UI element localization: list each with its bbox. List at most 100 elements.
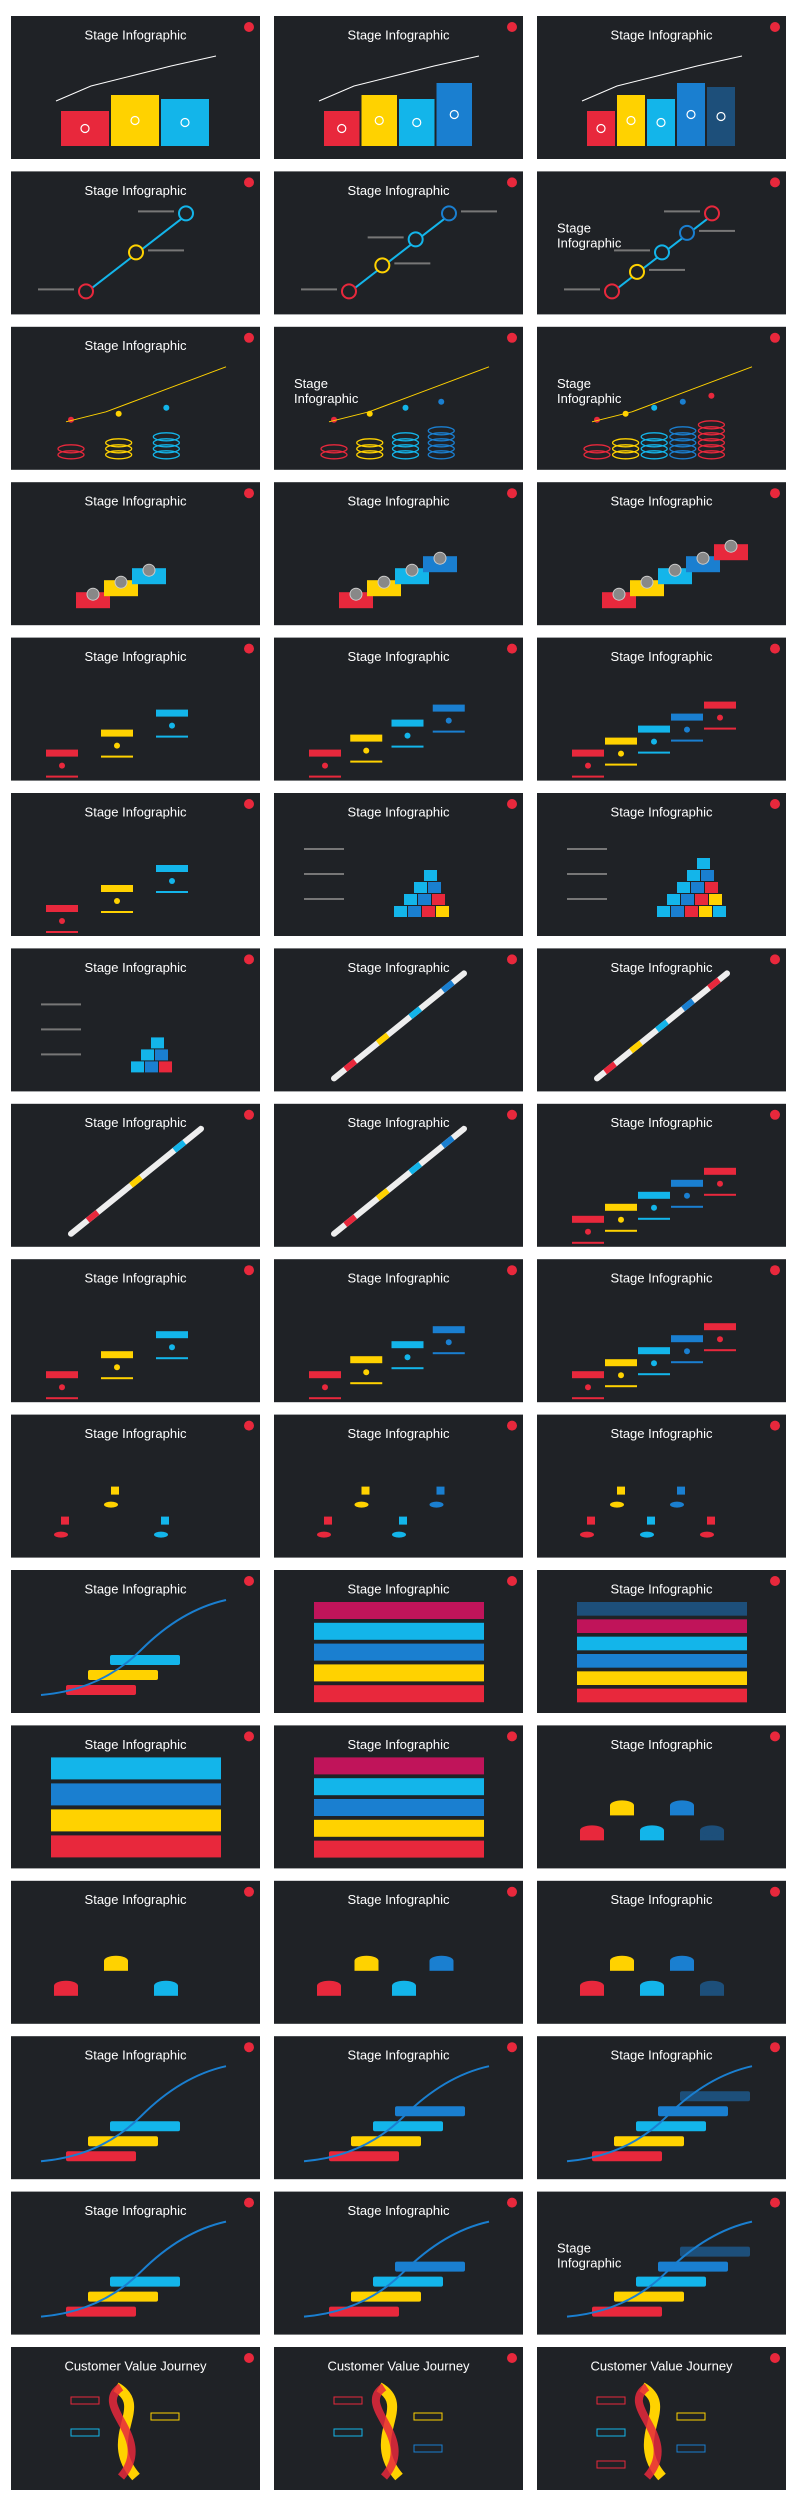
pyramid-block (681, 894, 694, 905)
pyramid-block (436, 906, 449, 917)
coin (57, 444, 85, 454)
stage-tab (46, 905, 78, 912)
stage-node (604, 283, 620, 300)
stage-icon (404, 1354, 411, 1361)
coin (669, 438, 697, 448)
disk-top (54, 1980, 78, 1991)
stage-icon (59, 1384, 65, 1391)
stage-underline (671, 739, 703, 742)
coin (640, 438, 668, 448)
text-line (567, 848, 607, 850)
arrow-curve (303, 2220, 490, 2318)
stage-underline (638, 1373, 670, 1376)
slide-background (11, 1414, 260, 1558)
slide-background (274, 1103, 523, 1247)
stage-node (349, 587, 363, 601)
slide: Stage Infographic (11, 1414, 260, 1558)
text-line (304, 848, 344, 850)
slide-title: Stage Infographic (348, 1892, 450, 1907)
slide-title: Stage Infographic (348, 2048, 450, 2063)
slide-title: Stage Infographic (611, 494, 713, 509)
slide-title: Stage Infographic (348, 27, 450, 42)
stage-underline (101, 755, 133, 758)
stage-icon (445, 1339, 452, 1346)
logo (507, 332, 517, 343)
list-bar (314, 1685, 484, 1703)
journey-label (596, 2428, 626, 2437)
slide: Customer Value Journey (11, 2347, 260, 2490)
stage-icon (716, 111, 726, 122)
slide-title: Stage Infographic (348, 1115, 450, 1130)
text-line (567, 873, 607, 875)
logo (770, 1576, 780, 1586)
stage-bar (677, 83, 705, 146)
journey-label (413, 2412, 443, 2421)
stage-icon (618, 1216, 624, 1223)
slide: Stage Infographic (537, 1725, 786, 1869)
slide-title: Stage Infographic (348, 183, 450, 198)
slide: Stage Infographic (537, 948, 786, 1092)
bar-segment (85, 1209, 100, 1223)
pyramid-block (394, 906, 407, 917)
stage-tab (101, 1351, 133, 1359)
logo (770, 177, 780, 188)
coin (105, 444, 133, 454)
stair-bar (110, 2276, 180, 2287)
bar-segment (408, 1006, 423, 1020)
slide-background (274, 948, 523, 1092)
logo (244, 1576, 254, 1586)
coin (320, 450, 348, 460)
trend-line (318, 55, 480, 102)
pyramid-block (424, 870, 437, 881)
logo (507, 1886, 517, 1897)
stair-bar (110, 2121, 180, 2132)
slide-background (274, 482, 523, 626)
journey-label (676, 2412, 706, 2421)
stage-underline (156, 891, 188, 893)
stair-bar (636, 2121, 706, 2132)
text-line (41, 1053, 81, 1056)
stage-underline (432, 1352, 465, 1355)
list-bar (314, 1799, 484, 1816)
trend-line (581, 55, 743, 102)
slide-title-word: Stage (294, 376, 328, 391)
slide: Stage Infographic (537, 1414, 786, 1558)
slide-title: Stage Infographic (85, 27, 187, 42)
pyramid-block (709, 894, 722, 905)
flag (647, 1516, 655, 1525)
stage-tab (309, 1371, 341, 1379)
stage-icon (374, 115, 384, 126)
ribbon (635, 2383, 662, 2480)
journey-label (596, 2460, 626, 2469)
slide-background (537, 2347, 786, 2490)
slide: Stage Infographic (11, 637, 260, 781)
stage-icon (651, 1360, 657, 1367)
logo (507, 488, 517, 499)
bar-segment (681, 998, 695, 1012)
stage-node (405, 563, 419, 577)
stage-tab (46, 749, 78, 757)
slide-title: Stage Infographic (611, 1737, 713, 1752)
logo (507, 643, 517, 654)
slide: Stage Infographic (11, 1880, 260, 2024)
stage-tab (572, 749, 604, 757)
pyramid-block (705, 882, 718, 893)
disk-top (580, 1825, 604, 1836)
bar-segment (408, 1161, 423, 1175)
coin (320, 444, 348, 454)
stage-icon (337, 123, 347, 134)
pyramid-block (713, 906, 726, 917)
logo (244, 332, 254, 343)
stage-tab (671, 713, 703, 721)
stage-icon (363, 747, 370, 754)
text-line (367, 236, 404, 239)
slide-title-word: Stage (557, 221, 591, 236)
text-line (148, 249, 184, 252)
text-line (301, 288, 337, 291)
flag-base (670, 1501, 684, 1508)
slide-title: Stage Infographic (557, 376, 622, 406)
disk-top (580, 1980, 604, 1991)
logo (770, 488, 780, 499)
